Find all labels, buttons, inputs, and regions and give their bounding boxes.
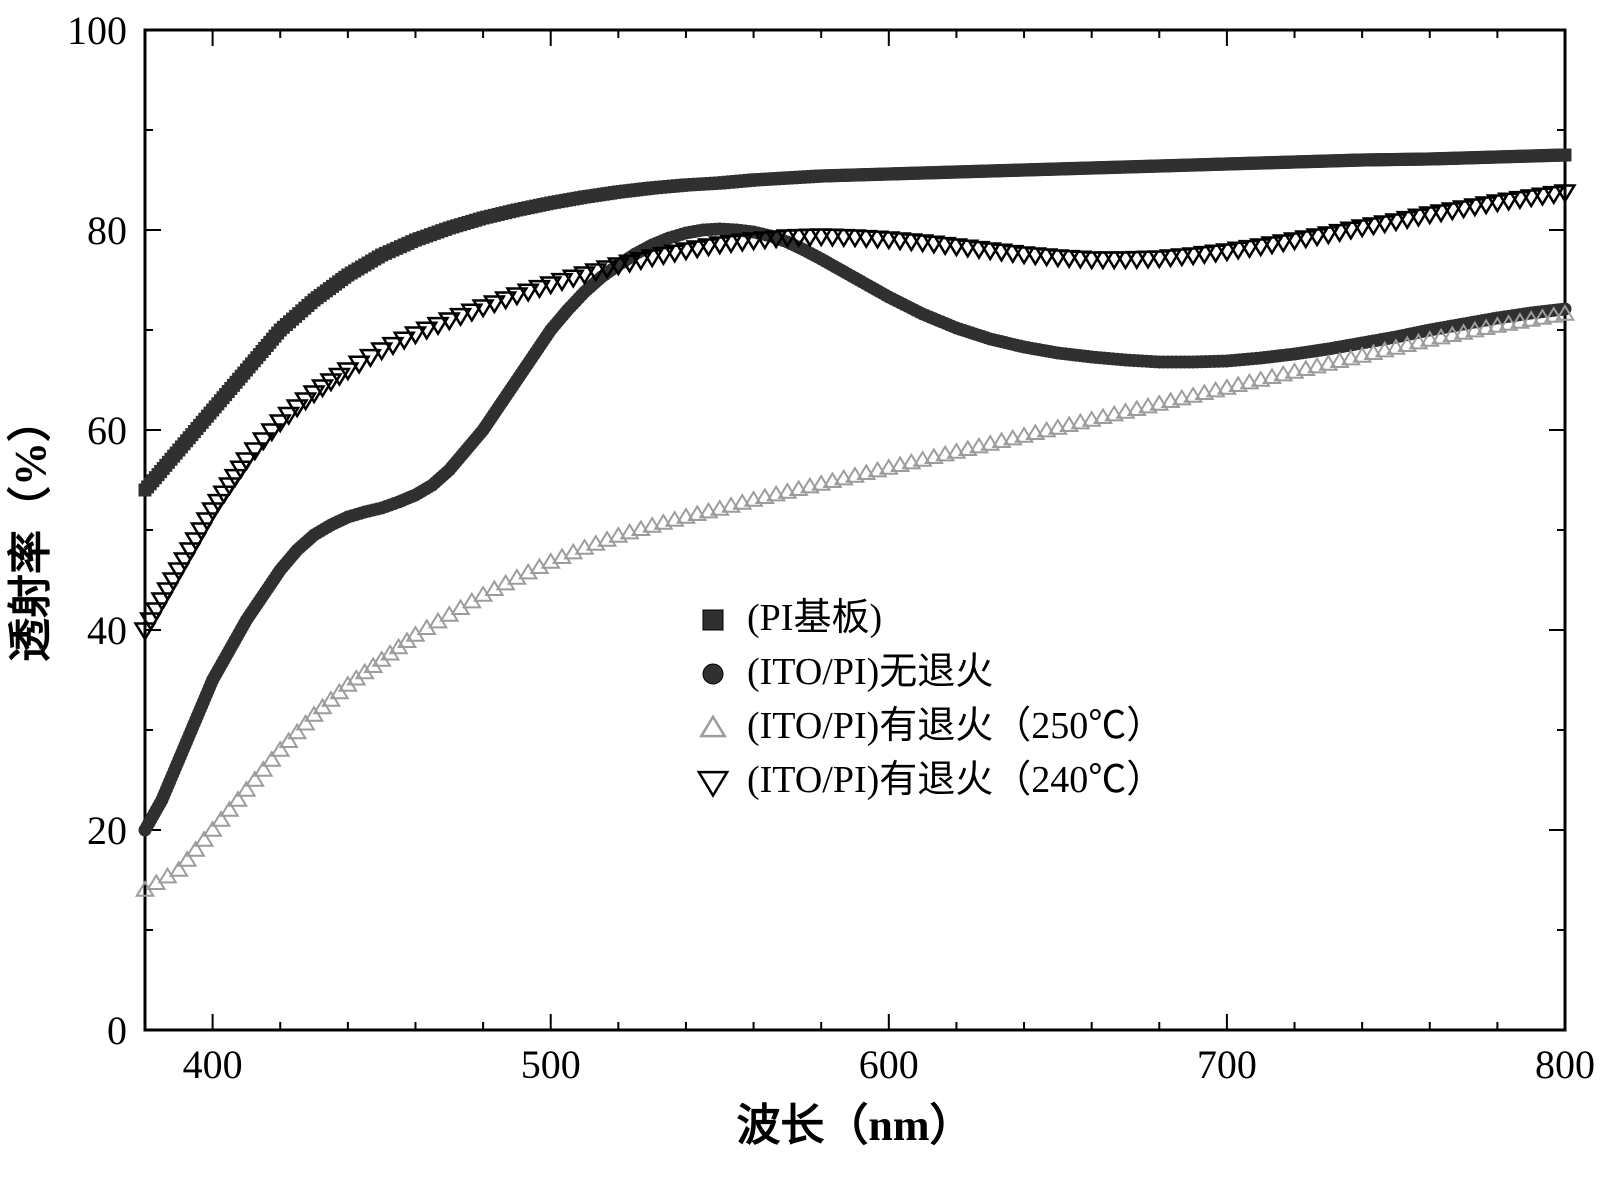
chart-container: 400 500 600 700 800 0 20 40 60 80 100 波长（nm） 透射率（%） (… xyxy=(0,0,1607,1201)
chart-svg: 400 500 600 700 800 0 20 40 60 80 100 波长（nm） 透射率（%） (… xyxy=(0,0,1607,1201)
svg-text:600: 600 xyxy=(859,1042,919,1087)
svg-text:800: 800 xyxy=(1535,1042,1595,1087)
svg-text:0: 0 xyxy=(107,1008,127,1053)
svg-text:透射率（%）: 透射率（%） xyxy=(6,398,55,662)
svg-text:(PI基板): (PI基板) xyxy=(747,597,882,639)
svg-text:40: 40 xyxy=(87,608,127,653)
svg-text:80: 80 xyxy=(87,208,127,253)
svg-text:(ITO/PI)有退火（240℃）: (ITO/PI)有退火（240℃） xyxy=(747,759,1164,801)
svg-text:500: 500 xyxy=(521,1042,581,1087)
svg-text:700: 700 xyxy=(1197,1042,1257,1087)
svg-text:波长（nm）: 波长（nm） xyxy=(736,1101,973,1150)
svg-text:20: 20 xyxy=(87,808,127,853)
svg-text:100: 100 xyxy=(67,8,127,53)
svg-text:60: 60 xyxy=(87,408,127,453)
svg-text:(ITO/PI)有退火（250℃）: (ITO/PI)有退火（250℃） xyxy=(747,705,1164,747)
svg-text:(ITO/PI)无退火: (ITO/PI)无退火 xyxy=(747,651,993,693)
svg-text:400: 400 xyxy=(183,1042,243,1087)
